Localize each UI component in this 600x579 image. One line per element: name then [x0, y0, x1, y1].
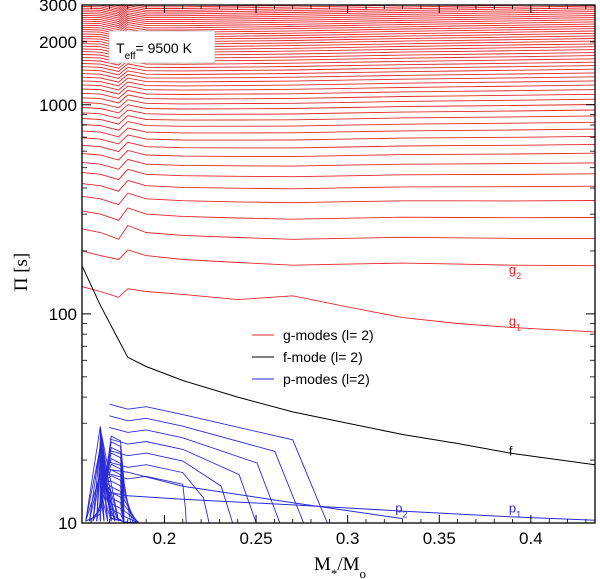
- g-mode-line-19: [82, 89, 595, 99]
- y-tick-label: 100: [49, 305, 77, 324]
- p-mode-line-15: [99, 463, 141, 523]
- g-mode-line-10: [82, 141, 595, 153]
- legend-label: f-mode (l= 2): [283, 349, 363, 365]
- mode-labels: g2 g1 f p2 p1: [395, 262, 521, 520]
- x-tick-label: 0.35: [423, 529, 456, 548]
- p-mode-line-13: [96, 452, 138, 523]
- p-mode-line-5: [109, 426, 281, 523]
- y-axis-label: Π [s]: [11, 253, 32, 292]
- x-tick-label: 0.2: [153, 529, 177, 548]
- g-mode-line-22: [82, 76, 595, 87]
- x-tick-label: 0.4: [519, 529, 543, 548]
- p-mode-line-8: [109, 461, 210, 523]
- g-mode-line-23: [82, 72, 595, 83]
- p-mode-line-6: [109, 438, 257, 523]
- mode-label-p1: p1: [509, 501, 521, 520]
- g-mode-line-9: [82, 150, 595, 161]
- mode-label-g2: g2: [509, 262, 521, 281]
- g-mode-line-12: [82, 127, 595, 138]
- g-mode-line-3: [82, 224, 595, 240]
- g-mode-line-15: [82, 109, 595, 119]
- g-mode-line-48: [82, 7, 595, 19]
- legend: g-modes (l= 2) f-mode (l= 2) p-modes (l=2): [252, 327, 374, 387]
- axis-layer: 0.2 0.25 0.3 0.35 0.4 10 100 1000 2000 3000: [39, 0, 595, 548]
- g-mode-line-2: [82, 249, 595, 267]
- legend-label: p-modes (l=2): [283, 371, 370, 387]
- x-tick-label: 0.25: [240, 529, 273, 548]
- mode-label-f: f: [509, 444, 513, 459]
- series-layer: [82, 0, 595, 523]
- g-mode-line-56: [82, 0, 595, 4]
- g-mode-line-28: [82, 55, 595, 66]
- teff-annotation: Teff= 9500 K: [108, 30, 216, 64]
- teff-box: [108, 30, 216, 64]
- g-mode-line-14: [82, 115, 595, 125]
- g-mode-line-45: [82, 13, 595, 25]
- g-mode-line-18: [82, 93, 595, 104]
- g-mode-line-53: [82, 5, 226, 10]
- g-mode-line-24: [82, 68, 595, 79]
- g-mode-line-44: [82, 15, 595, 27]
- p-mode-line-4: [109, 415, 305, 523]
- g-mode-line-8: [82, 158, 595, 170]
- g-mode-line-43: [82, 17, 595, 29]
- g-mode-line-26: [82, 61, 595, 72]
- g-mode-line-1: [82, 286, 595, 333]
- f-mode-line: [82, 265, 595, 466]
- y-tick-label: 3000: [39, 0, 77, 15]
- x-axis-label: M*/Mo: [314, 554, 366, 579]
- y-tick-label: 10: [58, 514, 77, 533]
- g-mode-line-17: [82, 98, 595, 109]
- plot-frame: [81, 4, 596, 524]
- p-mode-line-9: [109, 473, 187, 523]
- g-mode-line-58: [82, 0, 595, 1]
- y-tick-label: 2000: [39, 33, 77, 52]
- x-tick-label: 0.3: [336, 529, 360, 548]
- g-mode-line-55: [112, 5, 121, 7]
- g-mode-line-25: [82, 65, 595, 76]
- g-mode-line-11: [82, 134, 595, 145]
- g-mode-line-6: [82, 179, 595, 192]
- teff-label: Teff= 9500 K: [116, 40, 193, 62]
- g-mode-line-47: [82, 9, 595, 21]
- g-mode-line-46: [82, 11, 595, 23]
- g-mode-line-5: [82, 192, 595, 206]
- p-mode-line-1: [109, 491, 595, 521]
- g-mode-line-7: [82, 168, 595, 181]
- g-mode-line-13: [82, 121, 595, 131]
- g-mode-line-16: [82, 104, 595, 114]
- p-mode-line-40: [85, 426, 146, 523]
- p-mode-line-3: [109, 403, 328, 523]
- mode-label-g1: g1: [509, 313, 521, 332]
- p-mode-line-7: [109, 450, 234, 523]
- g-mode-line-57: [82, 0, 595, 3]
- mode-label-p2: p2: [395, 501, 407, 520]
- g-mode-line-54: [105, 5, 123, 8]
- g-mode-line-20: [82, 84, 595, 95]
- g-mode-line-27: [82, 58, 595, 69]
- g-mode-line-4: [82, 207, 595, 221]
- g-mode-line-21: [82, 80, 595, 91]
- legend-label: g-modes (l= 2): [283, 327, 374, 343]
- g-mode-line-42: [82, 19, 595, 31]
- y-tick-label: 1000: [39, 96, 77, 115]
- p-mode-line-16: [99, 469, 140, 523]
